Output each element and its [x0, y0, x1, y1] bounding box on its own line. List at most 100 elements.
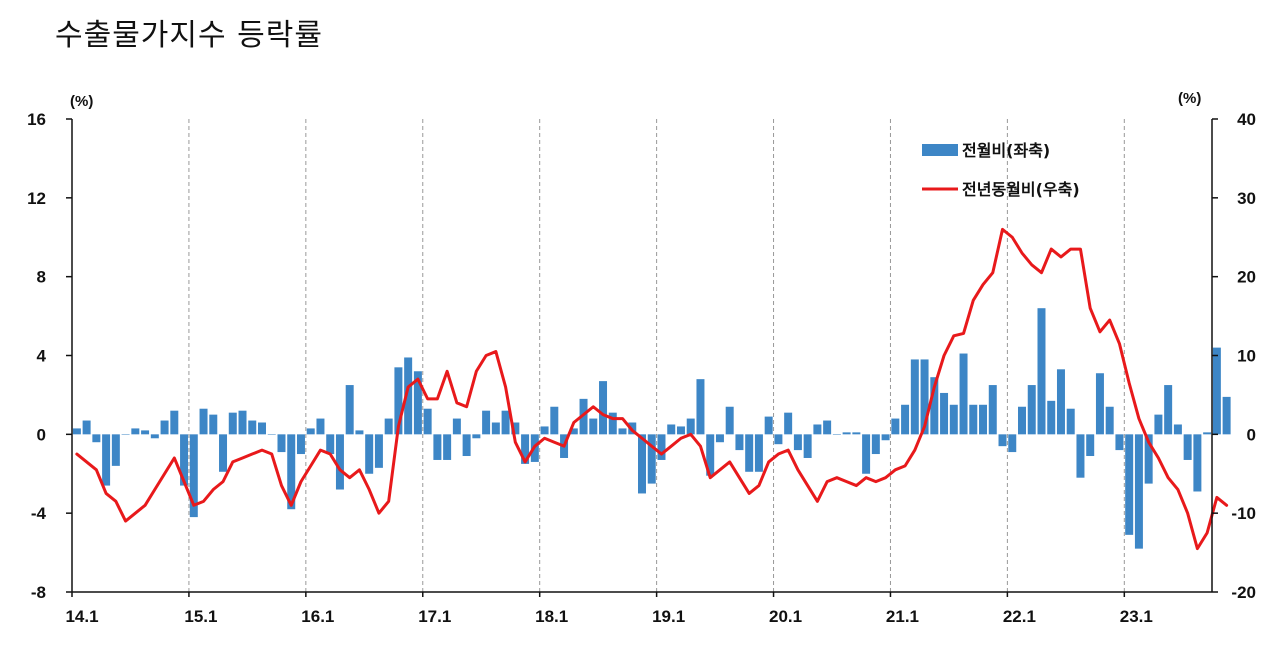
- bar: [121, 434, 130, 435]
- bar: [969, 404, 978, 435]
- bar: [423, 408, 432, 435]
- legend-line-label: 전년동월비(우축): [962, 180, 1080, 199]
- left-axis-unit: (%): [70, 93, 93, 110]
- bar: [852, 432, 861, 435]
- bar: [1056, 369, 1065, 435]
- bar: [345, 385, 354, 435]
- bar: [277, 434, 286, 453]
- bar: [1086, 434, 1095, 457]
- bar: [258, 422, 266, 435]
- x-tick-label: 15.1: [184, 607, 217, 626]
- right-axis-unit: (%): [1178, 90, 1201, 107]
- bar: [706, 434, 715, 476]
- right-tick-label: 20: [1237, 268, 1256, 287]
- bar: [199, 408, 208, 435]
- bar: [1037, 308, 1046, 435]
- bar: [979, 404, 988, 435]
- bar: [589, 418, 598, 435]
- tick-labels: -8 -4 0 4 8 12 16 -20 -10 0 10 20 30 40 14.1 15.1 16.1 17…: [27, 110, 1256, 626]
- bar: [1134, 434, 1143, 549]
- bar: [832, 434, 841, 435]
- bar: [1027, 385, 1036, 435]
- bar: [901, 404, 910, 435]
- x-tick-label: 21.1: [886, 607, 919, 626]
- bar: [326, 434, 335, 455]
- bar: [365, 434, 374, 474]
- bar: [1008, 434, 1017, 453]
- bar: [1105, 406, 1114, 435]
- bar: [842, 432, 851, 435]
- bar: [803, 434, 812, 458]
- bar: [267, 434, 276, 435]
- bar: [1193, 434, 1202, 492]
- bar: [141, 430, 150, 435]
- bar: [316, 418, 325, 435]
- legend-bar-label: 전월비(좌축): [962, 141, 1050, 160]
- bar: [160, 420, 169, 435]
- bar: [920, 359, 929, 435]
- bar: [1154, 414, 1163, 435]
- bar: [930, 377, 939, 435]
- bar: [823, 420, 832, 435]
- bar: [521, 434, 530, 464]
- right-tick-label: 0: [1247, 425, 1256, 444]
- bar: [891, 418, 900, 435]
- bar-series: [72, 308, 1231, 549]
- right-tick-label: -10: [1231, 504, 1256, 523]
- bar: [511, 422, 520, 435]
- bar: [949, 404, 958, 435]
- bar: [404, 357, 413, 435]
- bar: [735, 434, 744, 451]
- bar: [881, 434, 890, 441]
- left-tick-label: -8: [31, 583, 46, 602]
- bar: [1095, 373, 1104, 435]
- bar: [170, 410, 179, 435]
- bar: [638, 434, 646, 494]
- bar: [540, 426, 549, 435]
- bar: [569, 428, 578, 435]
- bar: [1212, 347, 1221, 435]
- bar: [1203, 432, 1212, 435]
- bar: [443, 434, 452, 460]
- right-tick-label: 40: [1237, 110, 1256, 129]
- left-tick-label: -4: [31, 504, 47, 523]
- bar: [452, 418, 461, 435]
- bar: [433, 434, 442, 460]
- bar: [793, 434, 802, 451]
- bar: [238, 410, 247, 435]
- axes: [66, 118, 1218, 597]
- bar: [501, 410, 510, 435]
- bar: [335, 434, 344, 490]
- bar: [1144, 434, 1153, 484]
- bar: [111, 434, 120, 466]
- legend: 전월비(좌축) 전년동월비(우축): [922, 141, 1080, 199]
- bar: [774, 434, 783, 445]
- bar: [910, 359, 919, 435]
- left-tick-label: 12: [27, 189, 46, 208]
- bar: [988, 385, 997, 435]
- bar: [394, 367, 403, 435]
- bar: [248, 420, 257, 435]
- bar: [608, 412, 617, 435]
- bar: [696, 379, 705, 435]
- bar: [686, 418, 695, 435]
- bar: [998, 434, 1007, 447]
- bar: [579, 398, 588, 435]
- left-tick-label: 8: [37, 268, 46, 287]
- left-tick-label: 0: [37, 425, 46, 444]
- right-tick-label: 10: [1237, 347, 1256, 366]
- bar: [550, 406, 559, 435]
- bar: [676, 426, 685, 435]
- bar: [1173, 424, 1182, 435]
- bar: [871, 434, 880, 455]
- right-tick-label: -20: [1231, 583, 1256, 602]
- bar: [287, 434, 296, 510]
- bar: [959, 353, 968, 435]
- bar: [1164, 385, 1173, 435]
- bar: [219, 434, 228, 472]
- bar: [784, 412, 793, 435]
- bar: [599, 381, 608, 435]
- x-tick-label: 19.1: [652, 607, 685, 626]
- vertical-gridlines: [188, 119, 1125, 592]
